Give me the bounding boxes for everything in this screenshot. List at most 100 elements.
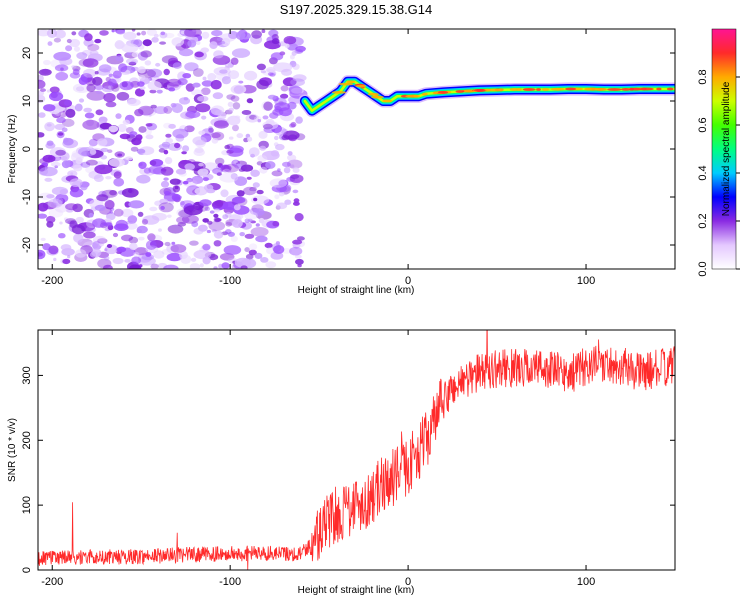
noise-blob <box>294 254 302 259</box>
noise-blob <box>178 209 193 218</box>
noise-blob <box>220 41 226 45</box>
noise-blob <box>207 220 213 225</box>
noise-blob <box>165 133 172 138</box>
noise-blob <box>131 256 142 265</box>
noise-blob <box>207 73 217 81</box>
noise-blob <box>148 165 164 175</box>
noise-blob <box>228 70 240 80</box>
noise-blob <box>69 38 81 48</box>
signal-peak <box>405 94 421 98</box>
noise-blob <box>134 247 149 256</box>
noise-blob <box>194 187 206 195</box>
noise-blob <box>137 66 146 74</box>
noise-blob <box>80 182 88 191</box>
noise-blob <box>136 81 145 87</box>
noise-blob <box>141 30 147 36</box>
noise-blob <box>253 116 262 123</box>
signal-peak <box>438 91 449 94</box>
noise-blob <box>244 218 250 223</box>
noise-blob <box>126 134 137 142</box>
noise-blob <box>187 39 197 48</box>
noise-blob <box>38 94 46 103</box>
spectrogram-ytick-label: 10 <box>21 95 33 107</box>
noise-blob <box>54 157 61 161</box>
noise-blob <box>76 52 88 60</box>
signal-peak <box>666 87 674 91</box>
noise-blob <box>160 168 167 172</box>
noise-blob <box>288 86 303 95</box>
noise-blob <box>294 213 304 222</box>
signal-peak <box>656 87 662 91</box>
noise-blob <box>208 127 214 133</box>
noise-blob <box>97 258 112 269</box>
noise-blob <box>249 186 257 192</box>
noise-blob <box>204 206 211 211</box>
noise-blob <box>65 203 78 211</box>
noise-blob <box>234 176 248 187</box>
noise-blob <box>233 160 238 164</box>
noise-blob <box>166 214 172 218</box>
noise-blob <box>161 248 172 255</box>
signal-peak <box>374 95 379 98</box>
noise-blob <box>126 220 133 225</box>
noise-blob <box>155 62 161 67</box>
colorbar-gradient <box>711 28 737 270</box>
noise-blob <box>158 148 166 153</box>
noise-blob <box>236 190 245 197</box>
noise-blob <box>46 89 51 93</box>
noise-blob <box>46 215 56 224</box>
signal-peak <box>382 99 393 103</box>
noise-blob <box>105 101 117 108</box>
noise-blob <box>109 210 113 214</box>
noise-blob <box>184 163 195 171</box>
noise-blob <box>282 161 291 168</box>
noise-blob <box>80 161 91 168</box>
noise-blob <box>129 242 138 250</box>
noise-blob <box>257 119 262 123</box>
noise-blob <box>183 29 202 38</box>
noise-blob <box>295 45 306 53</box>
noise-blob <box>106 244 113 248</box>
noise-blob <box>199 263 204 268</box>
noise-blob <box>115 55 124 62</box>
noise-blob <box>221 262 230 269</box>
noise-blob <box>195 103 211 113</box>
noise-blob <box>49 91 64 102</box>
noise-blob <box>283 166 291 174</box>
noise-blob <box>53 257 57 262</box>
colorbar: 0.0 0.2 0.4 0.6 0.8 Normalized spectral ampl… <box>697 28 740 277</box>
noise-blob <box>38 249 46 260</box>
noise-blob <box>196 40 201 46</box>
noise-blob <box>122 119 130 125</box>
noise-blob <box>89 149 97 155</box>
noise-blob <box>121 208 134 218</box>
noise-blob <box>202 168 207 173</box>
noise-blob <box>292 189 299 194</box>
snr-xtick-label: -100 <box>219 576 241 588</box>
noise-blob <box>292 74 307 82</box>
noise-blob <box>38 68 52 76</box>
noise-blob <box>111 29 115 33</box>
noise-blob <box>72 68 80 76</box>
noise-blob <box>201 31 210 39</box>
noise-blob <box>182 73 192 79</box>
noise-blob <box>221 76 231 85</box>
noise-blob <box>203 184 214 192</box>
noise-blob <box>182 180 189 185</box>
noise-blob <box>272 220 280 227</box>
signal-peak <box>367 92 379 96</box>
noise-blob <box>153 250 165 259</box>
noise-blob <box>258 130 268 139</box>
noise-blob <box>171 193 181 202</box>
noise-blob <box>46 194 55 199</box>
noise-blob <box>224 144 230 150</box>
noise-blob <box>146 29 158 36</box>
noise-blob <box>225 221 232 227</box>
noise-blob <box>100 155 108 160</box>
noise-blob <box>97 238 108 244</box>
snr-plot-area <box>38 330 675 570</box>
noise-blob <box>83 231 96 239</box>
noise-blob <box>104 199 115 210</box>
noise-blob <box>211 229 217 233</box>
signal-peak <box>338 82 354 86</box>
